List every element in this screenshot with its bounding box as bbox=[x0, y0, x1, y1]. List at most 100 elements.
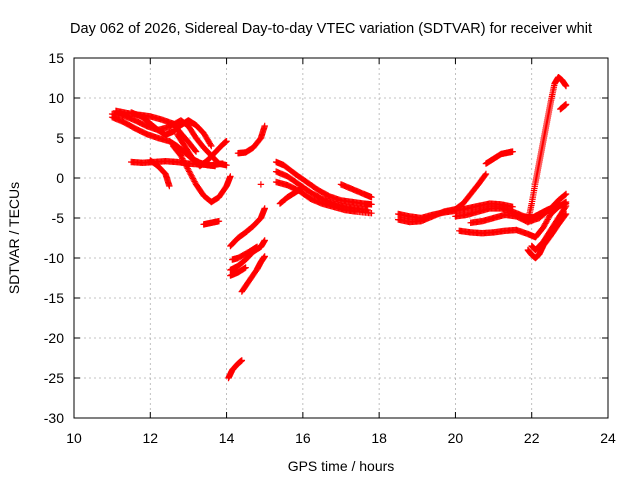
series-trace-g bbox=[173, 130, 230, 170]
x-tick-label: 16 bbox=[295, 430, 311, 446]
y-tick-label: -5 bbox=[52, 210, 65, 226]
data-point bbox=[189, 174, 196, 181]
y-tick-label: 5 bbox=[56, 130, 64, 146]
data-point bbox=[261, 205, 268, 212]
data-point bbox=[368, 201, 375, 208]
y-tick-label: -15 bbox=[44, 290, 64, 306]
data-point bbox=[192, 148, 200, 155]
data-point bbox=[562, 82, 570, 90]
x-tick-label: 10 bbox=[66, 430, 82, 446]
series-trace-k bbox=[227, 205, 268, 250]
data-point bbox=[184, 165, 191, 172]
data-point bbox=[562, 190, 570, 198]
data-point bbox=[186, 169, 194, 177]
data-point bbox=[482, 170, 490, 178]
data-point bbox=[562, 202, 570, 210]
data-point bbox=[562, 210, 570, 218]
data-point bbox=[188, 172, 195, 179]
data-point bbox=[242, 264, 249, 271]
data-point bbox=[227, 173, 234, 180]
y-tick-label: -25 bbox=[44, 370, 64, 386]
data-point bbox=[562, 211, 569, 219]
x-tick-label: 18 bbox=[371, 430, 387, 446]
data-point bbox=[190, 176, 197, 184]
data-point bbox=[179, 155, 186, 162]
data-point bbox=[183, 163, 191, 171]
data-point bbox=[481, 171, 489, 179]
data-point bbox=[179, 156, 187, 164]
x-tick-label: 24 bbox=[600, 430, 616, 446]
data-point bbox=[368, 194, 375, 201]
data-point bbox=[261, 122, 268, 130]
data-point bbox=[238, 357, 246, 364]
series-trace-v bbox=[257, 181, 265, 188]
series-trace-h bbox=[112, 107, 200, 155]
data-points bbox=[108, 74, 570, 382]
y-tick-label: 10 bbox=[48, 90, 64, 106]
data-point bbox=[368, 210, 375, 217]
data-point bbox=[185, 168, 193, 175]
series-trace-p bbox=[229, 243, 261, 263]
data-point bbox=[185, 166, 192, 174]
x-tick-label: 20 bbox=[448, 430, 464, 446]
x-tick-label: 22 bbox=[524, 430, 540, 446]
data-point bbox=[299, 184, 307, 191]
series-trace-ae bbox=[524, 74, 570, 226]
data-point bbox=[180, 158, 188, 165]
data-point bbox=[207, 141, 214, 148]
series-trace-y bbox=[482, 148, 516, 167]
series-trace-q bbox=[272, 158, 375, 208]
plot-frame bbox=[73, 57, 609, 419]
series-trace-t bbox=[276, 184, 307, 207]
series-trace-ab bbox=[467, 190, 570, 226]
data-point bbox=[257, 181, 265, 188]
y-tick-label: -10 bbox=[44, 250, 64, 266]
series-trace-m bbox=[227, 264, 249, 279]
data-point bbox=[509, 148, 516, 155]
data-point bbox=[189, 175, 197, 182]
data-point bbox=[253, 243, 261, 250]
data-point bbox=[181, 159, 188, 166]
y-tick-label: -30 bbox=[44, 410, 64, 426]
y-axis-label: SDTVAR / TECUs bbox=[6, 182, 22, 294]
data-point bbox=[191, 178, 198, 185]
series-trace-s bbox=[272, 178, 375, 217]
series-trace-x bbox=[395, 170, 490, 226]
series-trace-i bbox=[200, 218, 223, 228]
data-point bbox=[182, 161, 189, 168]
series-trace-n bbox=[238, 253, 268, 295]
grid-lines bbox=[74, 58, 608, 418]
series-trace-e bbox=[147, 157, 173, 190]
data-point bbox=[215, 218, 223, 225]
data-point bbox=[562, 204, 569, 211]
x-axis-label: GPS time / hours bbox=[288, 458, 395, 474]
data-point bbox=[562, 191, 569, 198]
data-point bbox=[261, 237, 268, 244]
series-trace-ad bbox=[528, 202, 570, 254]
series-trace-o bbox=[225, 357, 246, 382]
series-trace-f bbox=[169, 142, 234, 206]
series-trace-u bbox=[337, 181, 375, 201]
y-tick-label: 0 bbox=[56, 170, 64, 186]
data-point bbox=[177, 152, 184, 159]
data-point bbox=[223, 162, 230, 169]
x-tick-label: 12 bbox=[142, 430, 158, 446]
data-point bbox=[561, 192, 568, 199]
data-point bbox=[223, 138, 230, 145]
data-point bbox=[187, 171, 194, 178]
data-point bbox=[192, 147, 199, 154]
data-point bbox=[166, 182, 173, 190]
data-point bbox=[219, 160, 226, 167]
data-point bbox=[178, 153, 185, 161]
y-tick-label: -20 bbox=[44, 330, 64, 346]
y-tick-label: 15 bbox=[48, 50, 64, 66]
axis-ticks: 10 12 14 16 18 20 22 24 -30 -25 -20 -15 -10 -5 0 5 10 15 bbox=[44, 50, 616, 446]
data-point bbox=[562, 101, 570, 108]
x-tick-label: 14 bbox=[219, 430, 235, 446]
data-point bbox=[182, 162, 190, 169]
series-trace-j bbox=[234, 122, 268, 157]
data-point bbox=[208, 142, 215, 150]
data-point bbox=[261, 253, 268, 260]
chart-title: Day 062 of 2026, Sidereal Day-to-day VTE… bbox=[70, 21, 592, 37]
